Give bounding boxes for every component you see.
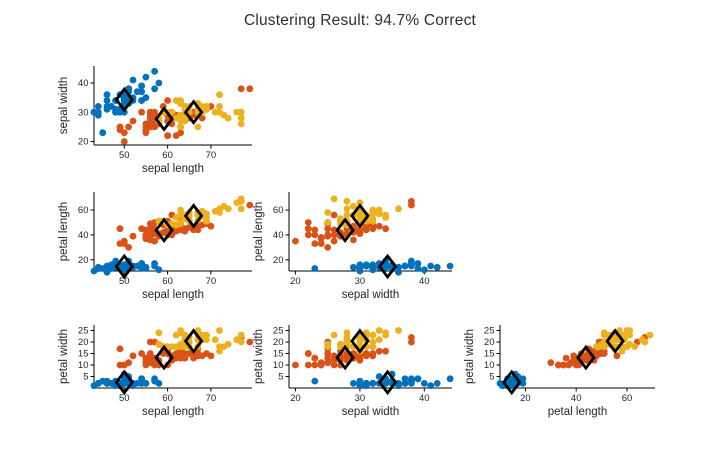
x-axis-label: sepal length bbox=[142, 406, 204, 418]
svg-text:15: 15 bbox=[273, 349, 284, 360]
svg-text:25: 25 bbox=[78, 326, 89, 337]
y-axis-label: petal width bbox=[253, 329, 265, 384]
svg-text:40: 40 bbox=[273, 230, 284, 241]
centroid-marker bbox=[114, 369, 135, 396]
axis-spines bbox=[288, 325, 452, 389]
svg-text:30: 30 bbox=[355, 393, 366, 404]
cluster-2-orange-points bbox=[116, 197, 254, 251]
subplot-petal-width-vs-petal-length: 20 40 60 5 10 15 20 25 petal length petal width bbox=[458, 315, 669, 432]
y-axis-label: petal length bbox=[58, 202, 70, 261]
svg-text:20: 20 bbox=[273, 337, 284, 348]
svg-text:10: 10 bbox=[273, 360, 284, 371]
centroid-marker bbox=[501, 369, 522, 396]
x-axis-label: sepal length bbox=[142, 289, 204, 301]
centroid-marker bbox=[183, 99, 204, 126]
x-axis-label: sepal width bbox=[342, 406, 400, 418]
axis-spines bbox=[93, 66, 252, 146]
x-ticks: 50 60 70 bbox=[119, 388, 216, 404]
svg-text:20: 20 bbox=[290, 276, 301, 287]
svg-text:70: 70 bbox=[206, 393, 217, 404]
svg-text:15: 15 bbox=[78, 349, 89, 360]
y-axis-label: petal width bbox=[58, 329, 70, 384]
svg-text:60: 60 bbox=[162, 150, 173, 161]
svg-text:60: 60 bbox=[162, 393, 173, 404]
cluster-3-yellow-points bbox=[324, 327, 402, 355]
y-axis-label: petal width bbox=[464, 329, 476, 384]
svg-text:10: 10 bbox=[78, 360, 89, 371]
x-axis-label: petal length bbox=[548, 406, 607, 418]
y-ticks: 20 40 60 bbox=[78, 205, 94, 266]
centroid-marker bbox=[183, 328, 204, 354]
x-axis-label: sepal length bbox=[142, 163, 204, 175]
svg-text:10: 10 bbox=[484, 360, 495, 371]
centroid-marker bbox=[335, 344, 355, 371]
svg-text:25: 25 bbox=[273, 326, 284, 337]
figure-title: Clustering Result: 94.7% Correct bbox=[243, 12, 477, 29]
svg-text:20: 20 bbox=[273, 255, 284, 266]
centroid-marker bbox=[350, 203, 370, 229]
svg-text:40: 40 bbox=[78, 78, 89, 89]
svg-text:60: 60 bbox=[78, 205, 89, 216]
svg-text:70: 70 bbox=[206, 150, 217, 161]
subplot-petal-length-vs-sepal-length: 50 60 70 20 40 60 sepal length petal length bbox=[52, 182, 266, 315]
cluster-1-blue-points bbox=[90, 257, 163, 276]
svg-text:15: 15 bbox=[484, 349, 495, 360]
svg-text:40: 40 bbox=[571, 393, 582, 404]
cluster-1-blue-points bbox=[311, 370, 454, 390]
svg-text:5: 5 bbox=[489, 372, 494, 383]
svg-text:30: 30 bbox=[355, 276, 366, 287]
x-ticks: 20 40 60 bbox=[520, 388, 632, 404]
centroid-marker bbox=[154, 106, 174, 132]
centroid-marker bbox=[114, 253, 135, 280]
svg-text:20: 20 bbox=[484, 337, 495, 348]
svg-text:50: 50 bbox=[119, 150, 130, 161]
svg-text:20: 20 bbox=[290, 393, 301, 404]
y-ticks: 20 40 60 bbox=[273, 205, 289, 266]
svg-text:40: 40 bbox=[419, 393, 430, 404]
centroid-marker bbox=[576, 344, 596, 371]
svg-text:50: 50 bbox=[119, 276, 130, 287]
svg-text:60: 60 bbox=[622, 393, 633, 404]
cluster-2-orange-points bbox=[547, 334, 649, 369]
subplot-petal-width-vs-sepal-length: 50 60 70 5 10 15 20 25 sepal length petal width bbox=[52, 315, 266, 432]
centroid-marker bbox=[605, 328, 625, 354]
centroid-marker bbox=[350, 328, 370, 354]
svg-text:20: 20 bbox=[78, 255, 89, 266]
subplot-petal-length-vs-sepal-width: 20 30 40 20 40 60 sepal width petal length bbox=[247, 182, 466, 315]
svg-text:50: 50 bbox=[119, 393, 130, 404]
centroid-marker bbox=[183, 203, 204, 229]
svg-text:30: 30 bbox=[78, 107, 89, 118]
x-axis-label: sepal width bbox=[342, 289, 400, 301]
x-ticks: 50 60 70 bbox=[119, 145, 216, 161]
y-axis-label: petal length bbox=[253, 202, 265, 261]
svg-text:5: 5 bbox=[83, 372, 88, 383]
x-ticks: 20 30 40 bbox=[290, 388, 430, 404]
svg-text:40: 40 bbox=[78, 230, 89, 241]
y-axis-label: sepal width bbox=[58, 77, 70, 135]
x-ticks: 50 60 70 bbox=[119, 271, 216, 287]
svg-text:20: 20 bbox=[78, 137, 89, 148]
svg-text:20: 20 bbox=[520, 393, 531, 404]
subplot-sepal-width-vs-sepal-length: 50 60 70 20 30 40 sepal length sepal width bbox=[52, 56, 266, 189]
svg-text:60: 60 bbox=[162, 276, 173, 287]
svg-text:60: 60 bbox=[273, 205, 284, 216]
centroid-marker bbox=[377, 369, 398, 396]
centroid-marker bbox=[154, 344, 174, 371]
centroid-marker bbox=[154, 217, 174, 244]
svg-text:25: 25 bbox=[484, 326, 495, 337]
svg-text:70: 70 bbox=[206, 276, 217, 287]
centroid-marker bbox=[335, 217, 355, 244]
subplot-petal-width-vs-sepal-width: 20 30 40 5 10 15 20 25 sepal width petal width bbox=[247, 315, 466, 432]
centroid-marker bbox=[377, 253, 398, 280]
svg-text:40: 40 bbox=[419, 276, 430, 287]
cluster-1-blue-points bbox=[311, 257, 454, 276]
svg-text:5: 5 bbox=[278, 372, 283, 383]
centroid-marker bbox=[114, 86, 135, 113]
svg-text:20: 20 bbox=[78, 337, 89, 348]
